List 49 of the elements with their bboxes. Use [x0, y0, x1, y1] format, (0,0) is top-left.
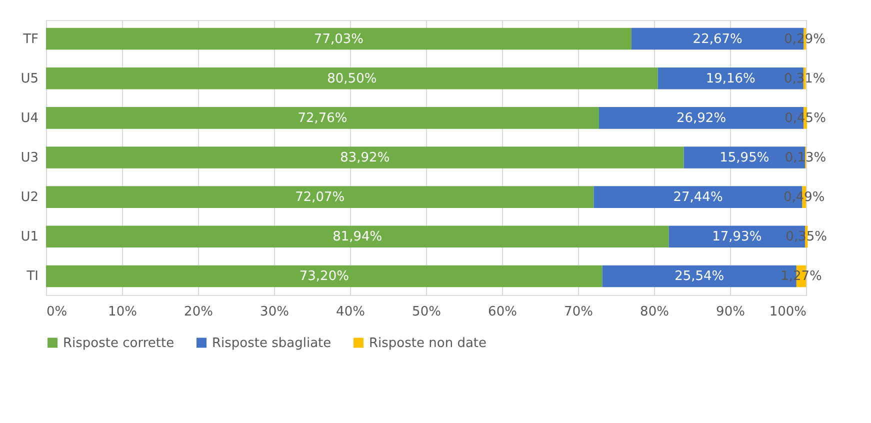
x-tick-label: 50%: [412, 304, 441, 320]
y-tick-label: U4: [20, 110, 38, 126]
data-label: 1,27%: [780, 269, 822, 284]
bar: [46, 146, 684, 168]
data-label: 0,29%: [784, 32, 826, 47]
legend-label: Risposte corrette: [63, 336, 174, 351]
bar: [46, 186, 594, 208]
y-tick-label: U1: [20, 230, 38, 245]
x-tick-label: 10%: [108, 304, 137, 320]
data-label: 0,49%: [783, 190, 825, 206]
data-label: 25,54%: [674, 269, 724, 284]
x-tick-label: 60%: [488, 304, 517, 320]
x-tick-label: 20%: [184, 304, 213, 320]
x-tick-label: 40%: [336, 304, 365, 320]
data-label: 77,03%: [314, 32, 364, 47]
bar: [46, 226, 669, 248]
x-tick-label: 80%: [640, 304, 669, 320]
x-tick-label: 70%: [564, 304, 593, 320]
data-label: 27,44%: [673, 190, 723, 206]
data-label: 15,95%: [720, 150, 770, 166]
bar: [46, 265, 602, 288]
x-tick-label: 100%: [769, 304, 806, 320]
data-label: 83,92%: [340, 150, 390, 166]
y-tick-label: TF: [22, 32, 38, 47]
x-tick-label: 0%: [46, 304, 68, 320]
legend-label: Risposte non date: [369, 336, 487, 351]
data-label: 22,67%: [692, 32, 742, 47]
data-label: 19,16%: [706, 71, 756, 86]
bar: [46, 28, 632, 50]
data-label: 81,94%: [332, 230, 382, 245]
data-label: 0,45%: [784, 110, 826, 126]
data-label: 0,35%: [786, 230, 827, 245]
x-tick-label: 30%: [260, 304, 289, 320]
y-tick-label: U3: [20, 150, 38, 166]
y-tick-label: TI: [26, 269, 38, 284]
data-label: 73,20%: [299, 269, 349, 284]
data-label: 17,93%: [712, 230, 762, 245]
bar: [46, 67, 658, 90]
bar: [46, 107, 599, 129]
y-tick-label: U5: [20, 71, 38, 86]
y-tick-label: U2: [20, 190, 38, 206]
x-tick-label: 90%: [716, 304, 745, 320]
data-label: 0,31%: [784, 71, 826, 86]
data-label: 0,13%: [784, 150, 826, 166]
legend-label: Risposte sbagliate: [212, 336, 332, 351]
data-label: 80,50%: [327, 71, 377, 86]
data-label: 72,07%: [295, 190, 345, 206]
data-label: 72,76%: [298, 110, 348, 126]
data-label: 26,92%: [676, 110, 726, 126]
